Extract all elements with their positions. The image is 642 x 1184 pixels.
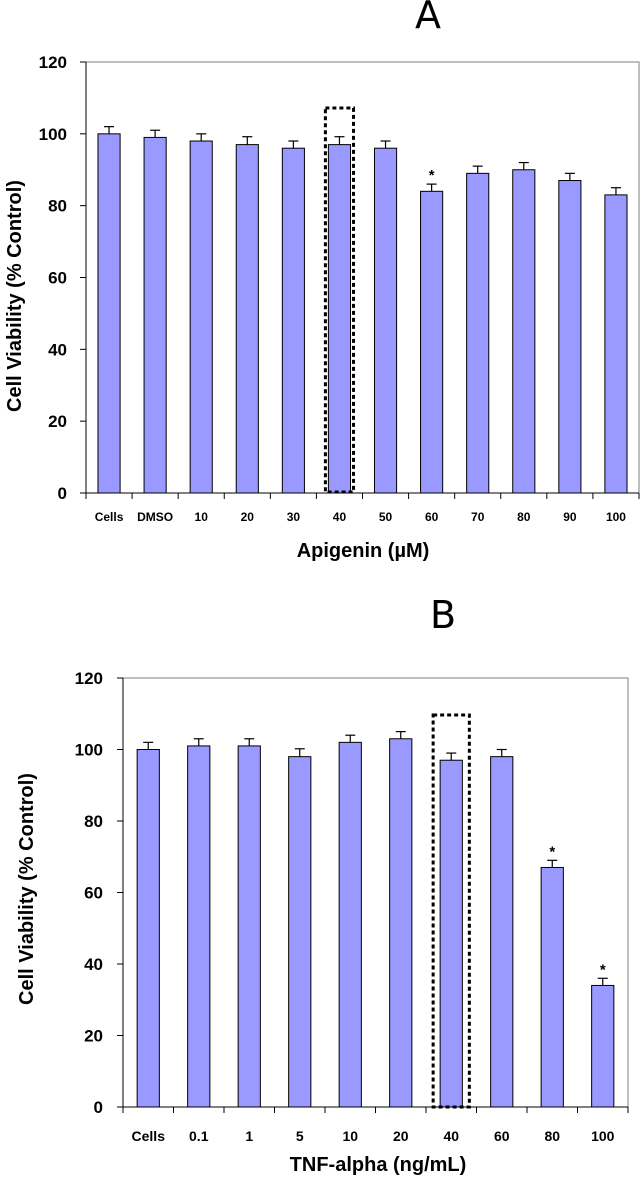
significance-star: * [600,961,606,978]
x-tick-label: 80 [544,1128,560,1144]
x-tick-label: 90 [563,510,577,524]
x-tick-label: 100 [606,510,626,524]
significance-star: * [429,167,435,184]
bar-30 [281,147,305,494]
y-tick-label: 80 [84,812,103,831]
x-tick-label: 40 [443,1128,459,1144]
x-axis-title-a: Apigenin (µM) [297,540,430,562]
x-tick-label: 40 [333,510,347,524]
y-tick-label: 0 [94,1098,103,1117]
x-axis-title-b: TNF-alpha (ng/mL) [290,1154,467,1176]
y-tick-label: 40 [84,955,103,974]
y-tick-label: 120 [39,53,67,72]
bar-10 [189,140,213,494]
y-tick-label: 20 [48,412,67,431]
x-tick-label: 1 [245,1128,253,1144]
x-tick-label: 60 [425,510,439,524]
bar-1 [237,745,261,1108]
chart-b: B 0 20 40 60 80 100 120 Cells 0.1 1 5 10 20 40 60 * 80 * 1… [16,593,629,1176]
bar-50 [373,147,398,494]
bar-60 [420,190,444,494]
bar-20 [389,738,413,1108]
bar-40 [327,144,352,494]
bar-5 [288,756,312,1108]
bar-60 [490,756,514,1108]
bar-Cells [136,749,160,1108]
significance-star: * [549,843,555,860]
bar-DMSO [143,136,167,494]
bar-90 [558,180,582,494]
bar-80 [540,866,564,1108]
plot-area-a [85,61,640,494]
y-tick-label: 40 [48,340,67,359]
x-tick-label: DMSO [137,510,173,524]
panel-a-label: A [415,0,441,37]
y-tick-label: 120 [75,669,103,688]
chart-a: A 0 20 40 60 80 100 120 Cells DMSO 10 20 30 40 50 * 60 7… [4,0,640,562]
x-tick-label: 30 [287,510,301,524]
bar-70 [466,172,490,494]
y-tick-label: 60 [48,269,67,288]
y-axis-title-a: Cell Viability (% Control) [4,180,26,412]
panel-b-label: B [430,593,456,637]
highlight-box [323,106,356,494]
x-tick-label: 10 [195,510,209,524]
x-tick-label: 50 [379,510,393,524]
y-axis-title-b: Cell Viability (% Control) [16,773,38,1005]
x-tick-label: 10 [342,1128,358,1144]
y-tick-label: 100 [39,125,67,144]
y-tick-label: 60 [84,884,103,903]
x-tick-label: 20 [393,1128,409,1144]
x-tick-label: Cells [95,510,124,524]
bar-Cells [97,133,121,494]
y-tick-label: 80 [48,197,67,216]
bar-80 [512,169,536,494]
bar-10 [338,741,362,1108]
bar-100 [591,984,615,1108]
x-tick-label: 5 [296,1128,304,1144]
x-tick-label: 100 [591,1128,615,1144]
x-tick-label: 80 [517,510,531,524]
bar-40 [439,759,463,1108]
x-tick-label: Cells [132,1128,166,1144]
bar-100 [604,194,628,494]
x-tick-label: 70 [471,510,485,524]
x-tick-label: 0.1 [189,1128,209,1144]
x-tick-label: 20 [241,510,255,524]
x-tick-label: 60 [494,1128,510,1144]
y-tick-label: 0 [58,484,67,503]
y-tick-label: 100 [75,741,103,760]
highlight-box [431,713,471,1109]
bar-0.1 [187,745,211,1108]
y-tick-label: 20 [84,1027,103,1046]
bar-20 [235,144,259,494]
